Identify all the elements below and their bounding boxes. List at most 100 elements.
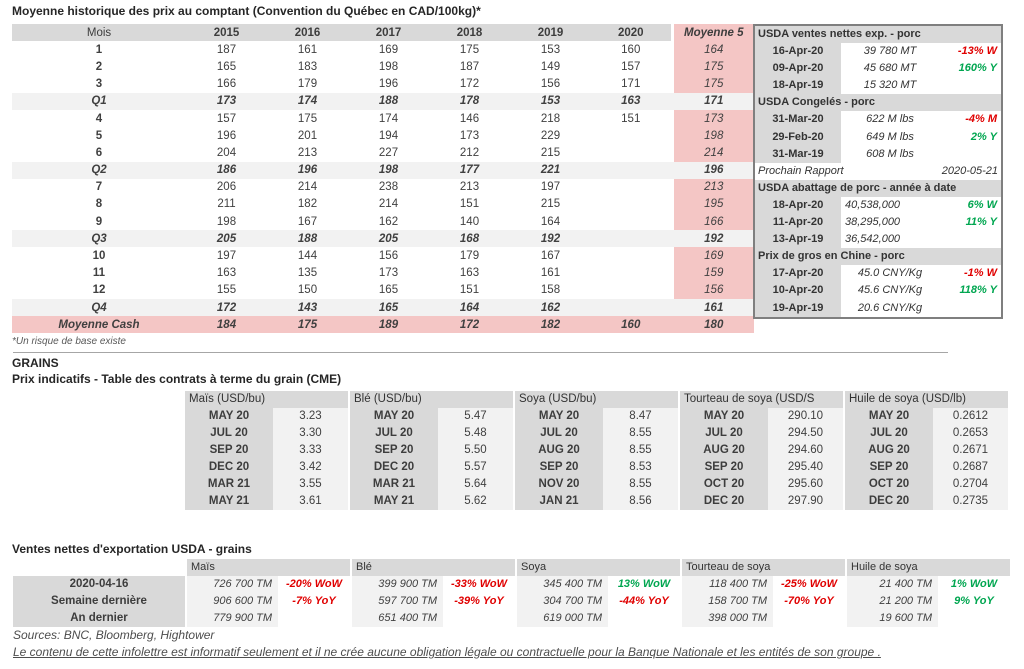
futures-price-cell: 0.2612 <box>933 408 1008 425</box>
futures-price-cell: 3.55 <box>273 476 348 493</box>
futures-row: MAY 20 3.23 <box>185 408 348 425</box>
futures-price-cell: 8.56 <box>603 493 678 510</box>
futures-row: DEC 20 297.90 <box>680 493 843 510</box>
futures-price-cell: 8.47 <box>603 408 678 425</box>
futures-month-cell: OCT 20 <box>845 476 933 493</box>
panel-data-row: 10-Apr-20 45.6 CNY/Kg 118% Y <box>755 282 1001 300</box>
futures-price-cell: 3.61 <box>273 493 348 510</box>
panel-change-cell <box>939 146 1001 163</box>
average-cell: 161 <box>670 299 754 317</box>
panel-change-cell: -13% W <box>957 45 997 58</box>
panel-change-cell: -4% M <box>965 113 997 126</box>
price-cell <box>591 127 672 144</box>
column-header-mois: Mois <box>12 24 186 42</box>
row-label-cell: 6 <box>95 146 103 159</box>
panel-change-cell <box>939 231 1001 248</box>
row-label-cell: 5 <box>95 129 103 142</box>
price-cell: 174 <box>267 92 348 110</box>
row-label-cell: 11 <box>92 267 106 280</box>
futures-month-cell: DEC 20 <box>845 493 933 510</box>
futures-month-cell: DEC 20 <box>350 459 438 476</box>
futures-price-cell: 5.50 <box>438 442 513 459</box>
price-cell: 238 <box>378 181 399 194</box>
price-cell: 229 <box>540 129 561 142</box>
price-cell: 192 <box>510 230 591 248</box>
futures-row: AUG 20 8.55 <box>515 442 678 459</box>
exports-value-cell: 726 700 TM <box>187 576 278 593</box>
panel-section-header: USDA abattage de porc - année à date <box>755 179 1001 197</box>
table-row-q3: Q3 205 188 205 168 192 192 <box>12 230 754 248</box>
panel-data-row: 31-Mar-19 608 M lbs <box>755 145 1001 163</box>
panel-data-row: 18-Apr-20 40,538,000 6% W <box>755 196 1001 215</box>
row-label-cell: 3 <box>95 78 103 91</box>
panel-date-cell: 19-Apr-19 <box>755 299 841 317</box>
panel-value-cell: 40,538,000 <box>845 198 901 211</box>
exports-row-label: Semaine dernière <box>13 593 185 610</box>
price-cell: 167 <box>297 215 318 228</box>
panel-data-row: 29-Feb-20 649 M lbs 2% Y <box>755 128 1001 146</box>
futures-row: MAY 21 3.61 <box>185 493 348 510</box>
panel-data-row: 16-Apr-20 39 780 MT -13% W <box>755 43 1001 61</box>
price-cell: 168 <box>429 230 510 248</box>
row-label-cell: 7 <box>95 181 103 194</box>
average-cell: 213 <box>670 178 754 196</box>
row-label-cell: 1 <box>95 43 103 56</box>
futures-table-title: Prix indicatifs - Table des contrats à t… <box>12 372 342 386</box>
column-header-year: 2020 <box>591 24 672 42</box>
price-cell <box>591 282 672 299</box>
futures-row: JAN 21 8.56 <box>515 493 678 510</box>
price-cell: 157 <box>621 60 641 73</box>
panel-section-header: Prix de gros en Chine - porc <box>755 248 1001 266</box>
main-table: Mois 2015 2016 2017 2018 2019 2020 Moyenne 5 1 18… <box>12 24 754 334</box>
price-cell: 163 <box>216 267 237 280</box>
exports-change-cell: 13% WoW <box>617 578 671 590</box>
average-cell: 192 <box>670 230 754 248</box>
futures-price-cell: 290.10 <box>768 408 843 425</box>
exports-change-cell: 1% WoW <box>950 578 998 590</box>
panel-value-cell: 649 M lbs <box>866 130 914 143</box>
exports-change-cell <box>443 610 515 627</box>
price-cell: 221 <box>510 161 591 179</box>
futures-price-cell: 3.33 <box>273 442 348 459</box>
column-header-year: 2016 <box>267 24 348 42</box>
average-cell: 180 <box>670 316 754 334</box>
table-row-4: 4 157 175 174 146 218 151 173 <box>12 109 754 128</box>
table-row-1: 1 187 161 169 175 153 160 164 <box>12 41 754 59</box>
panel-date-cell: 13-Apr-19 <box>755 231 841 249</box>
price-cell: 153 <box>510 92 591 110</box>
price-cell: 160 <box>621 43 641 56</box>
exports-commodity-header: Huile de soya <box>847 559 1010 576</box>
exports-value-cell: 779 900 TM <box>187 610 278 627</box>
row-label-cell: 12 <box>92 284 106 297</box>
price-cell: 196 <box>378 78 399 91</box>
exports-change-cell: -25% WoW <box>780 578 838 590</box>
futures-month-cell: JUL 20 <box>185 425 273 442</box>
panel-date-cell: 09-Apr-20 <box>755 60 841 78</box>
exports-change-cell: 9% YoY <box>954 595 994 607</box>
price-cell: 140 <box>459 215 480 228</box>
futures-price-cell: 5.48 <box>438 425 513 442</box>
price-cell: 183 <box>297 60 318 73</box>
futures-month-cell: MAY 20 <box>515 408 603 425</box>
exports-row: 399 900 TM -33% WoW <box>352 576 515 593</box>
futures-month-cell: SEP 20 <box>515 459 603 476</box>
exports-commodity-block: Blé 399 900 TM -33% WoW 597 700 TM -39% YoY 6… <box>352 559 515 627</box>
exports-value-cell: 21 400 TM <box>847 576 938 593</box>
futures-month-cell: MAY 20 <box>680 408 768 425</box>
exports-value-cell: 158 700 TM <box>682 593 773 610</box>
price-cell: 173 <box>378 267 399 280</box>
exports-commodity-header: Soya <box>517 559 680 576</box>
futures-commodity-header: Tourteau de soya (USD/S <box>680 391 843 408</box>
panel-value-cell: 39 780 MT <box>863 45 917 58</box>
price-cell: 197 <box>540 181 561 194</box>
price-cell: 157 <box>216 112 237 125</box>
futures-commodity-block: Maïs (USD/bu) MAY 20 3.23 JUL 20 3.30 SEP 20 3… <box>185 391 348 510</box>
exports-row: 21 200 TM 9% YoY <box>847 593 1010 610</box>
futures-commodity-block: Blé (USD/bu) MAY 20 5.47 JUL 20 5.48 SEP 20 5.… <box>350 391 513 510</box>
futures-commodity-block: Tourteau de soya (USD/S MAY 20 290.10 JUL 2… <box>680 391 843 510</box>
futures-row: JUL 20 3.30 <box>185 425 348 442</box>
futures-price-cell: 5.62 <box>438 493 513 510</box>
exports-commodity-block: Maïs 726 700 TM -20% WoW 906 600 TM -7% YoY 7… <box>187 559 350 627</box>
table-row-10: 10 197 144 156 179 167 169 <box>12 247 754 265</box>
exports-label-column: 2020-04-16 Semaine dernière An dernier <box>13 559 185 627</box>
